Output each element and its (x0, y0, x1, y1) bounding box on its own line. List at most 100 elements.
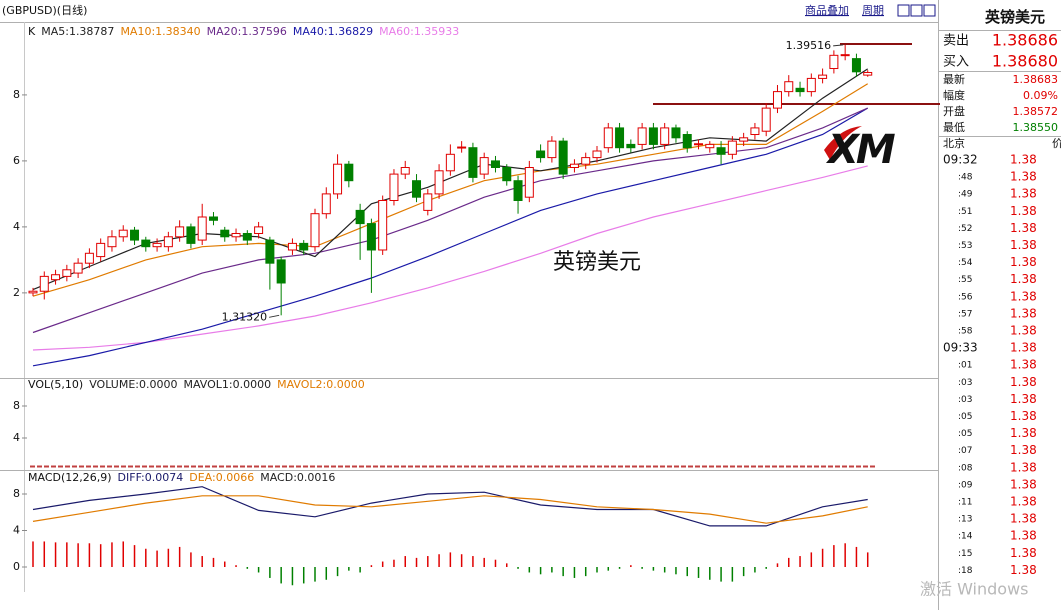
y-tick-label: 8 (13, 399, 20, 412)
candle-body (851, 58, 861, 73)
tick-time: :57 (958, 309, 972, 319)
candle-body (355, 209, 365, 225)
tick-price: 1.38 (1010, 306, 1037, 320)
quote-value: 1.38680 (992, 52, 1058, 71)
tick-time: :05 (958, 412, 972, 422)
quote-value: 1.38686 (992, 31, 1058, 50)
candle-body (242, 232, 252, 241)
legend-entry: MAVOL2:0.0000 (277, 378, 365, 391)
watermark: 英镑美元 (553, 250, 641, 275)
tick-price: 1.38 (1010, 495, 1037, 509)
candle-body (660, 127, 670, 145)
candle-body (445, 153, 455, 172)
overlay-button[interactable]: 商品叠加 (805, 3, 849, 17)
legend-entry: K (28, 25, 36, 38)
ma-line (32, 495, 868, 524)
tick-time: :49 (958, 190, 973, 200)
tick-price: 1.38 (1010, 546, 1037, 560)
annotation: 1.39516 (786, 39, 832, 52)
quote-value: 1.38572 (1013, 105, 1059, 118)
tick-price: 1.38 (1010, 426, 1037, 440)
tick-price: 1.38 (1010, 289, 1037, 303)
y-tick-label: 4 (13, 220, 20, 233)
candle-body (739, 137, 749, 142)
candle-body (502, 167, 512, 182)
candle-body (682, 134, 692, 149)
candle-body (254, 226, 264, 234)
candle-body (28, 290, 38, 294)
tick-header: 北京 (943, 136, 965, 150)
tick-time: :01 (958, 361, 972, 371)
tick-price: 1.38 (1010, 272, 1037, 286)
candle-body (84, 252, 94, 264)
candle-body (818, 74, 828, 79)
window-icons[interactable] (897, 4, 936, 17)
ma-line (32, 107, 868, 334)
candle-body (130, 229, 140, 241)
legend-entry: MA60:1.35933 (379, 25, 459, 38)
period-button[interactable]: 周期 (862, 4, 884, 17)
candle-body (186, 226, 196, 244)
tick-time: :55 (958, 275, 972, 285)
candle-body (490, 160, 500, 169)
legend-entry: MA10:1.38340 (120, 25, 200, 38)
ma-line (32, 165, 868, 351)
legend-entry: MA5:1.38787 (41, 25, 114, 38)
tick-time: :09 (958, 480, 973, 490)
quote-label: 幅度 (943, 88, 965, 102)
tick-time: :08 (958, 463, 973, 473)
candle-body (400, 167, 410, 175)
tick-time: :58 (958, 327, 973, 337)
candle-body (581, 157, 591, 165)
annotation-leader (833, 44, 844, 47)
candle-body (231, 232, 241, 238)
candle-body (637, 127, 647, 145)
quote-title: 英镑美元 (985, 8, 1045, 26)
tick-time: 09:33 (943, 341, 978, 355)
candle-body (524, 167, 534, 198)
candle-body (299, 242, 309, 251)
ma-line (32, 83, 869, 297)
candle-body (727, 140, 737, 155)
tick-price: 1.38 (1010, 238, 1037, 252)
candle-body (51, 274, 61, 281)
logo-text: XM (825, 127, 895, 173)
quote-label: 开盘 (943, 104, 965, 118)
tick-time: :03 (958, 395, 972, 405)
tick-price: 1.38 (1010, 460, 1037, 474)
candle-body (265, 239, 275, 264)
candle-body (761, 107, 771, 132)
candle-body (615, 127, 625, 149)
tick-time: :14 (958, 532, 973, 542)
y-tick-label: 4 (13, 524, 20, 537)
quote-label: 卖出 (943, 34, 969, 49)
tick-time: :48 (958, 173, 973, 183)
candle-body (333, 163, 343, 195)
tick-time: :56 (958, 292, 973, 302)
ma-line (32, 68, 869, 291)
candle-body (457, 146, 467, 149)
candle-body (547, 140, 557, 159)
quote-label: 买入 (943, 55, 969, 70)
quote-label: 最低 (943, 121, 965, 134)
candle-body (603, 127, 613, 149)
candle-body (569, 163, 579, 169)
tick-price: 1.38 (1010, 409, 1037, 423)
candle-body (648, 127, 658, 145)
y-tick-label: 8 (13, 88, 20, 101)
candle-body (716, 147, 726, 155)
candle-body (750, 127, 760, 136)
candle-body (536, 150, 546, 159)
candle-body (73, 262, 83, 274)
y-tick-label: 8 (13, 487, 20, 500)
candle-body (175, 226, 185, 238)
y-tick-label: 0 (13, 560, 20, 573)
candle-body (434, 170, 444, 195)
quote-label: 最新 (943, 72, 965, 86)
candle-body (96, 242, 106, 258)
candle-body (220, 229, 230, 238)
annotation-leader (269, 314, 280, 318)
legend-entry: MAVOL1:0.0000 (183, 378, 271, 391)
candle-body (62, 269, 72, 277)
